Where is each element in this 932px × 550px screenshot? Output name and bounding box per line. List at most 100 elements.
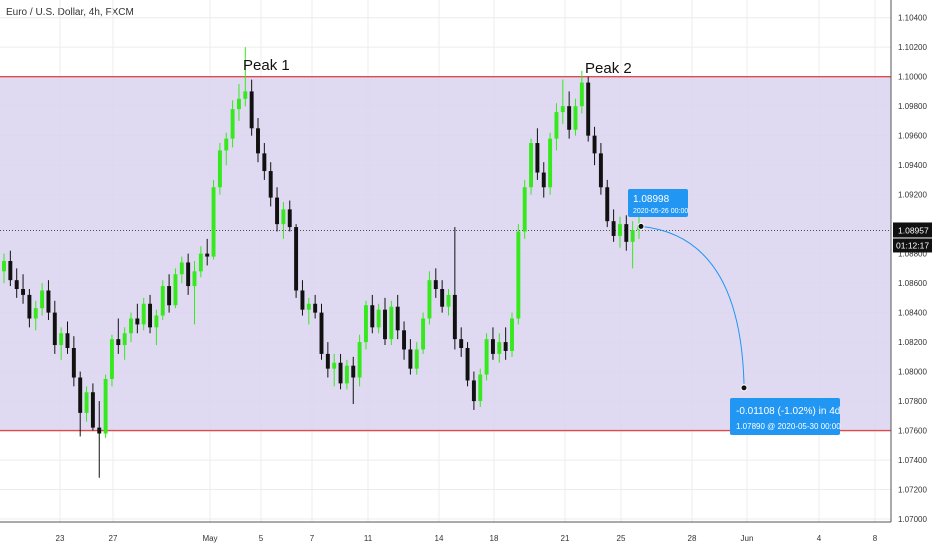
candle-body bbox=[141, 303, 146, 325]
forecast-end-point[interactable] bbox=[740, 384, 748, 392]
candle-body bbox=[224, 138, 229, 151]
candle-body bbox=[617, 224, 622, 236]
point-callout-bg bbox=[628, 189, 688, 217]
x-tick-label: Jun bbox=[741, 534, 754, 543]
candle-body bbox=[541, 172, 546, 188]
candle-body bbox=[33, 308, 38, 319]
candle-body bbox=[325, 353, 330, 369]
countdown-bg bbox=[893, 238, 932, 253]
candle-body bbox=[503, 342, 508, 351]
candle-body bbox=[586, 82, 591, 136]
x-tick-label: 23 bbox=[56, 534, 65, 543]
price-axis[interactable]: 1.10400 1.10200 1.10000 1.09800 1.09600 1.094… bbox=[898, 14, 927, 524]
y-tick-label: 1.09800 bbox=[898, 102, 927, 111]
candle-body bbox=[122, 333, 127, 346]
candle-body bbox=[319, 312, 324, 354]
candle-body bbox=[116, 339, 121, 346]
candle-body bbox=[529, 143, 534, 188]
y-tick-label: 1.09600 bbox=[898, 132, 927, 141]
chart-title: Euro / U.S. Dollar, 4h, FXCM bbox=[6, 7, 134, 18]
candle-body bbox=[433, 280, 438, 290]
y-tick-label: 1.09200 bbox=[898, 191, 927, 200]
y-tick-label: 1.08800 bbox=[898, 250, 927, 259]
candle-body bbox=[8, 261, 13, 281]
candle-body bbox=[535, 143, 540, 173]
x-tick-label: 5 bbox=[259, 534, 264, 543]
candle-body bbox=[383, 309, 387, 340]
candle-body bbox=[90, 392, 95, 428]
x-tick-label: 21 bbox=[561, 534, 570, 543]
candle-body bbox=[611, 221, 616, 236]
candle-body bbox=[598, 153, 603, 188]
y-tick-label: 1.07000 bbox=[898, 515, 927, 524]
forecast-start-point[interactable] bbox=[637, 222, 645, 230]
candle-body bbox=[173, 274, 178, 306]
candle-body bbox=[230, 109, 235, 139]
candle-body bbox=[338, 362, 343, 384]
candle-body bbox=[363, 305, 368, 343]
candle-body bbox=[592, 135, 597, 154]
y-tick-label: 1.08000 bbox=[898, 368, 927, 377]
peak-1-label: Peak 1 bbox=[243, 57, 290, 74]
candle-body bbox=[65, 333, 70, 348]
candle-body bbox=[46, 290, 51, 313]
candle-body bbox=[217, 150, 222, 188]
y-tick-label: 1.10000 bbox=[898, 73, 927, 82]
candle-body bbox=[490, 339, 495, 354]
y-tick-label: 1.10200 bbox=[898, 43, 927, 52]
x-tick-label: 18 bbox=[490, 534, 499, 543]
candle-body bbox=[262, 153, 267, 172]
candle-body bbox=[160, 286, 165, 316]
candles bbox=[2, 47, 641, 478]
y-tick-label: 1.07600 bbox=[898, 427, 927, 436]
candle-body bbox=[440, 289, 445, 307]
candle-body bbox=[40, 290, 45, 309]
candle-body bbox=[268, 171, 273, 198]
candle-body bbox=[287, 209, 292, 228]
target-price-time: 1.07890 @ 2020-05-30 00:00 bbox=[736, 422, 841, 431]
candle-body bbox=[186, 262, 191, 287]
x-tick-label: May bbox=[202, 534, 217, 543]
candle-body bbox=[179, 262, 184, 275]
x-tick-label: 14 bbox=[435, 534, 444, 543]
candle-body bbox=[192, 271, 197, 287]
candle-body bbox=[370, 305, 375, 328]
target-change: -0.01108 (-1.02%) in 4d bbox=[736, 406, 840, 417]
candle-body bbox=[21, 289, 26, 295]
candle-body bbox=[14, 280, 19, 290]
candle-body bbox=[344, 365, 349, 384]
candle-body bbox=[516, 231, 521, 319]
candle-body bbox=[129, 318, 133, 334]
candle-body bbox=[624, 224, 629, 242]
candle-body bbox=[2, 261, 6, 272]
forecast-arrow bbox=[640, 225, 745, 384]
candle-body bbox=[294, 227, 299, 291]
y-tick-label: 1.07200 bbox=[898, 486, 927, 495]
candle-body bbox=[459, 339, 464, 348]
candle-body bbox=[281, 209, 286, 225]
x-tick-label: 25 bbox=[617, 534, 626, 543]
candle-body bbox=[71, 348, 76, 378]
y-tick-label: 1.08200 bbox=[898, 338, 927, 347]
candle-body bbox=[605, 187, 610, 222]
point-callout: 1.08998 2020-05-26 00:00 bbox=[628, 189, 688, 217]
point-time: 2020-05-26 00:00 bbox=[633, 208, 688, 215]
countdown-tag: 01:12:17 bbox=[893, 238, 932, 253]
bar-countdown: 01:12:17 bbox=[896, 240, 929, 250]
candle-body bbox=[148, 303, 153, 328]
time-axis[interactable]: 23 27 May 5 7 11 14 18 21 25 28 Jun 4 8 bbox=[56, 534, 878, 543]
peak-2-label: Peak 2 bbox=[585, 60, 632, 77]
candle-body bbox=[478, 374, 483, 402]
candle-body bbox=[510, 318, 514, 351]
candle-body bbox=[52, 312, 57, 346]
candle-body bbox=[109, 339, 114, 379]
range-band bbox=[0, 76, 891, 431]
candle-body bbox=[357, 342, 362, 378]
x-tick-label: 8 bbox=[873, 534, 878, 543]
y-tick-label: 1.09400 bbox=[898, 161, 927, 170]
candle-body bbox=[167, 286, 172, 306]
candle-body bbox=[236, 98, 241, 110]
price-tag-bg bbox=[893, 222, 932, 238]
x-tick-label: 4 bbox=[817, 534, 822, 543]
